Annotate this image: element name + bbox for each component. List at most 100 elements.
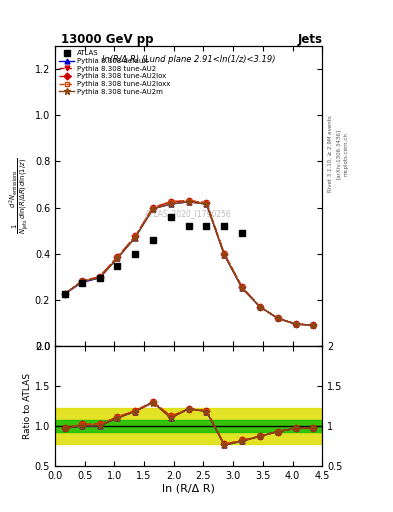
Text: ln(R/Δ R) (Lund plane 2.91<ln(1/z)<3.19): ln(R/Δ R) (Lund plane 2.91<ln(1/z)<3.19) (102, 55, 275, 64)
Pythia 8.308 default (222, 252, 227, 258)
ATLAS (186, 223, 191, 229)
Pythia 8.308 default (240, 285, 244, 291)
Line: Pythia 8.308 tune-AU2loxx: Pythia 8.308 tune-AU2loxx (62, 198, 316, 328)
ATLAS (169, 214, 173, 220)
Pythia 8.308 tune-AU2m (204, 201, 209, 207)
Pythia 8.308 tune-AU2lox (115, 254, 120, 260)
Pythia 8.308 default (186, 199, 191, 205)
Pythia 8.308 tune-AU2m (115, 255, 120, 262)
Pythia 8.308 tune-AU2m (222, 252, 227, 258)
Y-axis label: $\frac{1}{N_{\rm jets}}\frac{d^2 N_{\rm emissions}}{d\ln(R/\Delta R)\,d\ln(1/z)}: $\frac{1}{N_{\rm jets}}\frac{d^2 N_{\rm … (7, 158, 31, 234)
Pythia 8.308 tune-AU2loxx (169, 199, 173, 205)
Pythia 8.308 tune-AU2 (257, 304, 262, 310)
Pythia 8.308 tune-AU2loxx (222, 250, 227, 257)
Pythia 8.308 default (169, 201, 173, 207)
Pythia 8.308 tune-AU2m (240, 285, 244, 291)
Legend: ATLAS, Pythia 8.308 default, Pythia 8.308 tune-AU2, Pythia 8.308 tune-AU2lox, Py: ATLAS, Pythia 8.308 default, Pythia 8.30… (59, 50, 171, 96)
Pythia 8.308 tune-AU2 (169, 199, 173, 205)
Pythia 8.308 tune-AU2m (311, 322, 316, 328)
Pythia 8.308 tune-AU2m (133, 234, 138, 241)
Pythia 8.308 tune-AU2loxx (133, 233, 138, 240)
Pythia 8.308 tune-AU2 (62, 291, 67, 297)
Pythia 8.308 tune-AU2loxx (115, 254, 120, 260)
Pythia 8.308 default (151, 206, 155, 212)
Pythia 8.308 tune-AU2lox (204, 200, 209, 206)
Text: 13000 GeV pp: 13000 GeV pp (61, 33, 153, 46)
Pythia 8.308 tune-AU2lox (97, 274, 102, 280)
Pythia 8.308 tune-AU2lox (186, 198, 191, 204)
Pythia 8.308 tune-AU2 (186, 198, 191, 204)
ATLAS (97, 275, 102, 281)
Pythia 8.308 tune-AU2 (133, 233, 138, 240)
Pythia 8.308 tune-AU2 (97, 274, 102, 280)
Pythia 8.308 tune-AU2 (204, 200, 209, 206)
ATLAS (115, 263, 120, 269)
Text: ATLAS_2020_I1790256: ATLAS_2020_I1790256 (145, 209, 232, 219)
Pythia 8.308 tune-AU2 (115, 254, 120, 260)
Pythia 8.308 tune-AU2m (275, 315, 280, 322)
Pythia 8.308 tune-AU2lox (222, 250, 227, 257)
Pythia 8.308 tune-AU2m (62, 291, 67, 297)
Pythia 8.308 tune-AU2lox (275, 315, 280, 322)
Pythia 8.308 default (275, 315, 280, 322)
ATLAS (79, 280, 84, 286)
ATLAS (133, 250, 138, 257)
Pythia 8.308 default (115, 255, 120, 262)
Pythia 8.308 tune-AU2loxx (204, 200, 209, 206)
Pythia 8.308 tune-AU2loxx (275, 315, 280, 322)
Pythia 8.308 tune-AU2 (222, 250, 227, 257)
Pythia 8.308 tune-AU2 (151, 204, 155, 210)
Pythia 8.308 tune-AU2m (293, 321, 298, 327)
Line: Pythia 8.308 default: Pythia 8.308 default (62, 199, 316, 328)
Pythia 8.308 tune-AU2lox (293, 321, 298, 327)
ATLAS (151, 237, 155, 243)
Pythia 8.308 tune-AU2lox (240, 284, 244, 290)
Text: [arXiv:1306.3436]: [arXiv:1306.3436] (336, 129, 341, 179)
ATLAS (240, 230, 244, 236)
Pythia 8.308 tune-AU2loxx (257, 304, 262, 310)
Pythia 8.308 tune-AU2lox (79, 279, 84, 285)
Pythia 8.308 tune-AU2loxx (186, 198, 191, 204)
Pythia 8.308 tune-AU2m (169, 201, 173, 207)
Pythia 8.308 tune-AU2loxx (240, 284, 244, 290)
Pythia 8.308 default (79, 280, 84, 286)
Pythia 8.308 tune-AU2loxx (293, 321, 298, 327)
Text: mcplots.cern.ch: mcplots.cern.ch (344, 132, 349, 176)
ATLAS (222, 223, 227, 229)
Pythia 8.308 tune-AU2loxx (79, 279, 84, 285)
Pythia 8.308 tune-AU2 (293, 321, 298, 327)
ATLAS (62, 291, 67, 297)
Y-axis label: Ratio to ATLAS: Ratio to ATLAS (23, 373, 32, 439)
Pythia 8.308 tune-AU2loxx (151, 204, 155, 210)
Pythia 8.308 tune-AU2m (79, 279, 84, 285)
Pythia 8.308 tune-AU2loxx (311, 322, 316, 328)
Pythia 8.308 tune-AU2lox (311, 322, 316, 328)
Pythia 8.308 default (204, 201, 209, 207)
Pythia 8.308 tune-AU2m (151, 206, 155, 212)
Pythia 8.308 default (133, 234, 138, 241)
Pythia 8.308 tune-AU2loxx (97, 274, 102, 280)
Pythia 8.308 tune-AU2m (257, 304, 262, 310)
Pythia 8.308 tune-AU2lox (257, 304, 262, 310)
Line: ATLAS: ATLAS (62, 214, 245, 297)
Text: Jets: Jets (297, 33, 322, 46)
Line: Pythia 8.308 tune-AU2: Pythia 8.308 tune-AU2 (62, 198, 316, 328)
Text: Rivet 3.1.10, ≥ 2.9M events: Rivet 3.1.10, ≥ 2.9M events (328, 115, 333, 192)
Line: Pythia 8.308 tune-AU2m: Pythia 8.308 tune-AU2m (61, 199, 316, 328)
Pythia 8.308 default (311, 322, 316, 328)
Pythia 8.308 tune-AU2lox (133, 233, 138, 240)
ATLAS (204, 223, 209, 229)
Pythia 8.308 tune-AU2 (275, 315, 280, 322)
Pythia 8.308 default (293, 321, 298, 327)
Pythia 8.308 tune-AU2lox (169, 199, 173, 205)
Pythia 8.308 default (257, 304, 262, 310)
Pythia 8.308 tune-AU2m (97, 275, 102, 281)
Pythia 8.308 tune-AU2m (186, 199, 191, 205)
Pythia 8.308 tune-AU2 (311, 322, 316, 328)
Pythia 8.308 tune-AU2 (79, 279, 84, 285)
Pythia 8.308 tune-AU2 (240, 284, 244, 290)
Pythia 8.308 default (62, 291, 67, 297)
Pythia 8.308 tune-AU2lox (151, 204, 155, 210)
X-axis label: ln (R/Δ R): ln (R/Δ R) (162, 483, 215, 494)
Pythia 8.308 tune-AU2loxx (62, 291, 67, 297)
